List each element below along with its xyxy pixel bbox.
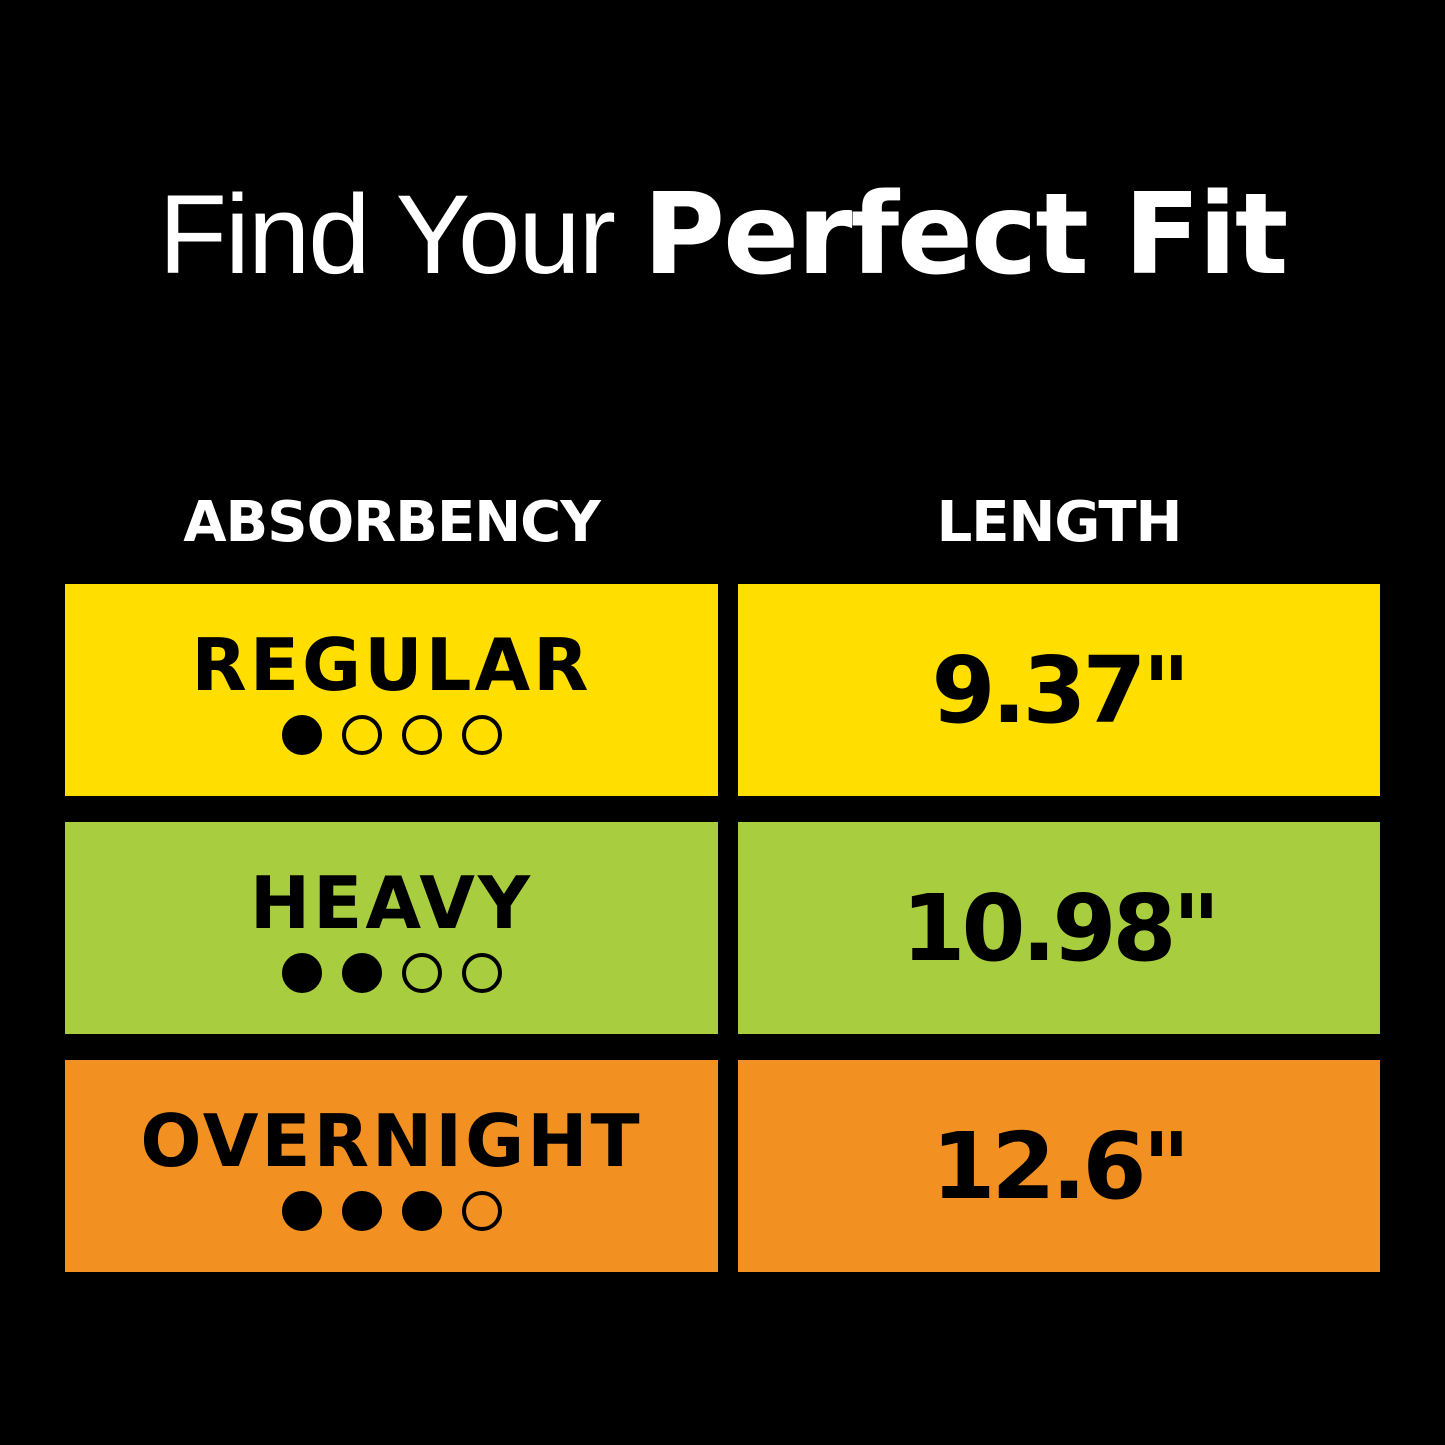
absorbency-level — [281, 953, 502, 993]
filled-dot-icon — [401, 1191, 442, 1231]
filled-dot-icon — [281, 715, 322, 755]
header-length: LENGTH — [936, 490, 1183, 555]
length-cell: 10.98" — [738, 822, 1380, 1034]
absorbency-cell: HEAVY — [65, 822, 718, 1034]
empty-dot-icon — [341, 715, 382, 755]
length-cell: 9.37" — [738, 584, 1380, 796]
length-cell: 12.6" — [738, 1060, 1380, 1272]
absorbency-label: HEAVY — [249, 861, 534, 945]
filled-dot-icon — [281, 953, 322, 993]
empty-dot-icon — [461, 1191, 502, 1231]
absorbency-cell: OVERNIGHT — [65, 1060, 718, 1272]
title-light: Find Your — [158, 172, 644, 297]
title-bold: Perfect Fit — [643, 170, 1288, 300]
filled-dot-icon — [341, 1191, 382, 1231]
length-value: 9.37" — [931, 636, 1191, 744]
length-value: 10.98" — [901, 874, 1221, 982]
absorbency-label: OVERNIGHT — [140, 1099, 643, 1183]
header-absorbency: ABSORBENCY — [183, 490, 601, 555]
absorbency-cell: REGULAR — [65, 584, 718, 796]
page-title: Find Your Perfect Fit — [0, 170, 1445, 300]
absorbency-label: REGULAR — [191, 623, 592, 707]
empty-dot-icon — [461, 953, 502, 993]
empty-dot-icon — [461, 715, 502, 755]
empty-dot-icon — [401, 953, 442, 993]
length-value: 12.6" — [931, 1112, 1191, 1220]
filled-dot-icon — [281, 1191, 322, 1231]
absorbency-level — [281, 715, 502, 755]
absorbency-level — [281, 1191, 502, 1231]
empty-dot-icon — [401, 715, 442, 755]
filled-dot-icon — [341, 953, 382, 993]
